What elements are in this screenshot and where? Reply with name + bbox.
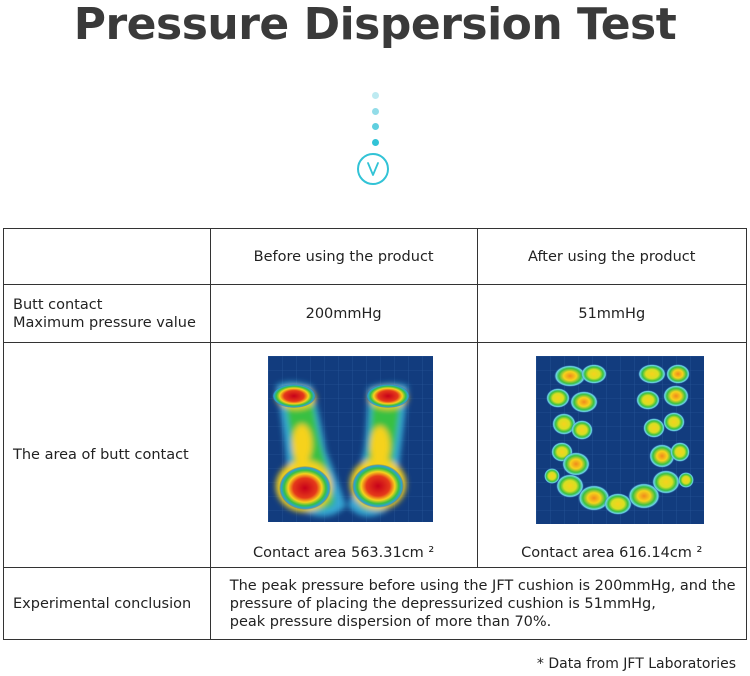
pressure-before-value: 200mmHg (209, 284, 478, 343)
indicator-dot (371, 107, 379, 115)
after-image-cell: Contact area 616.14cm ² (476, 342, 747, 568)
conclusion-text: The peak pressure before using the JFT c… (209, 567, 748, 640)
conclusion-line2: pressure of placing the depressurized cu… (229, 595, 656, 612)
conclusion-line1: The peak pressure before using the JFT c… (229, 577, 736, 594)
chevron-down-icon (357, 153, 389, 185)
pressure-after-value: 51mmHg (476, 284, 747, 343)
indicator-dot (371, 123, 379, 130)
indicator-dot (371, 138, 379, 146)
after-contact-area: Contact area 616.14cm ² (521, 545, 703, 561)
pressure-label-line1: Butt contact (13, 296, 103, 313)
header-before: Before using the product (209, 228, 478, 285)
pressure-label-line2: Maximum pressure value (13, 314, 196, 331)
header-empty-cell (3, 228, 211, 285)
before-image-cell: Contact area 563.31cm ² (209, 342, 478, 568)
pressure-row-label: Butt contact Maximum pressure value (3, 284, 211, 343)
pressure-heatmap-after (535, 356, 704, 524)
table-header-row: Before using the product After using the… (3, 228, 747, 285)
pressure-row: Butt contact Maximum pressure value 200m… (3, 284, 747, 343)
page-title: Pressure Dispersion Test (73, 0, 677, 50)
indicator-dot (371, 92, 379, 99)
conclusion-row: Experimental conclusion The peak pressur… (3, 567, 748, 640)
header-after: After using the product (476, 228, 747, 285)
contact-area-label: The area of butt contact (3, 342, 211, 568)
scroll-indicator-dots (368, 92, 382, 154)
before-contact-area: Contact area 563.31cm ² (253, 545, 435, 561)
pressure-comparison-table: Before using the product After using the… (3, 228, 748, 640)
contact-area-row: The area of butt contact (3, 342, 747, 568)
conclusion-line3: peak pressure dispersion of more than 70… (229, 613, 552, 630)
footnote: * Data from JFT Laboratories (536, 656, 736, 672)
conclusion-label: Experimental conclusion (3, 567, 211, 640)
pressure-heatmap-before (267, 356, 433, 522)
